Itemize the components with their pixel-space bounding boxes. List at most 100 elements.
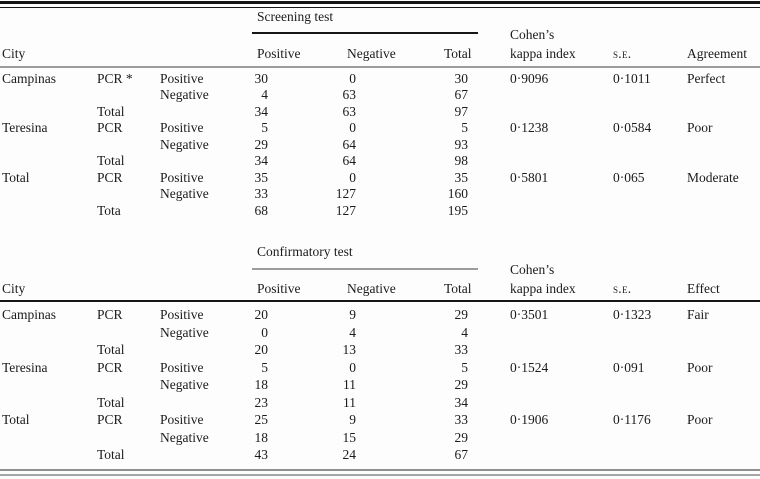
header-se: s.e. bbox=[613, 281, 632, 296]
cell-se: 0·091 bbox=[613, 359, 645, 375]
header-kappa-line2: kappa index bbox=[510, 281, 576, 296]
cell-method: PCR bbox=[97, 412, 123, 427]
cell-total: 33 bbox=[454, 342, 469, 357]
group-header-screening: Screening test bbox=[257, 9, 334, 24]
cell-row-label: Positive bbox=[160, 71, 204, 86]
cell-city: Campinas bbox=[2, 307, 56, 322]
cell-city: Total bbox=[2, 169, 30, 185]
cell-positive: 18 bbox=[254, 377, 269, 392]
cell-se: 0·0584 bbox=[613, 120, 652, 136]
cell-kappa: 0·9096 bbox=[510, 71, 549, 86]
cell-city: Teresina bbox=[2, 120, 48, 136]
cell-negative: 11 bbox=[343, 394, 356, 410]
table-row: Tota 68 127 195 bbox=[0, 203, 760, 219]
cell-positive: 20 bbox=[254, 342, 269, 357]
cell-negative: 9 bbox=[349, 412, 356, 427]
cell-agreement: Moderate bbox=[687, 169, 739, 185]
cell-total: 29 bbox=[454, 307, 469, 322]
cell-effect: Poor bbox=[687, 359, 713, 375]
header-city: City bbox=[2, 281, 26, 296]
cell-positive: 68 bbox=[254, 202, 269, 218]
header-negative: Negative bbox=[347, 46, 396, 61]
bottom-rule-upper bbox=[0, 469, 760, 471]
cell-se: 0·1323 bbox=[613, 307, 652, 322]
cell-total: 195 bbox=[447, 202, 468, 218]
cell-agreement: Perfect bbox=[687, 71, 726, 86]
cell-positive: 20 bbox=[254, 307, 269, 322]
cell-total: 67 bbox=[454, 87, 469, 103]
cell-city: Total bbox=[2, 412, 30, 427]
cell-negative: 127 bbox=[335, 202, 356, 218]
cell-total: 34 bbox=[454, 394, 469, 410]
table-row: Negative 29 64 93 bbox=[0, 137, 760, 153]
header-positive: Positive bbox=[257, 46, 301, 61]
cell-total: 30 bbox=[454, 71, 469, 86]
screening-rows: Campinas PCR * Positive 30 0 30 0·9096 0·1011 Pe… bbox=[0, 71, 760, 219]
cell-kappa: 0·1238 bbox=[510, 120, 549, 136]
cell-method: Total bbox=[97, 342, 125, 357]
table-row: Campinas PCR * Positive 30 0 30 0·9096 0·1011 Pe… bbox=[0, 71, 760, 87]
cell-row-label: Positive bbox=[160, 307, 204, 322]
cell-positive: 18 bbox=[254, 429, 269, 445]
confirmatory-header-rule bbox=[0, 300, 760, 302]
cell-method: PCR bbox=[97, 169, 123, 185]
cell-total: 4 bbox=[461, 324, 468, 340]
cell-total: 5 bbox=[461, 120, 468, 136]
cell-negative: 63 bbox=[342, 103, 357, 119]
table-row: Total 43 24 67 bbox=[0, 446, 760, 464]
cell-negative: 13 bbox=[342, 342, 357, 357]
group-header-confirmatory: Confirmatory test bbox=[257, 244, 353, 259]
cell-effect: Poor bbox=[687, 412, 713, 427]
cell-city: Teresina bbox=[2, 359, 48, 375]
cell-positive: 30 bbox=[254, 71, 269, 86]
cell-positive: 33 bbox=[254, 186, 269, 202]
bottom-rule-lower bbox=[0, 474, 760, 476]
cell-positive: 23 bbox=[254, 394, 269, 410]
cell-total: 67 bbox=[454, 447, 469, 462]
cell-row-label: Negative bbox=[160, 429, 209, 445]
cell-positive: 4 bbox=[261, 87, 268, 103]
cell-negative: 0 bbox=[349, 169, 356, 185]
cell-se: 0·1176 bbox=[613, 412, 651, 427]
header-kappa-line1: Cohen’s bbox=[510, 27, 555, 42]
cell-positive: 29 bbox=[254, 136, 269, 152]
cell-negative: 0 bbox=[349, 120, 356, 136]
cell-negative: 64 bbox=[342, 136, 357, 152]
table-row: Negative 33 127 160 bbox=[0, 186, 760, 202]
confirmatory-group-underline bbox=[252, 268, 478, 270]
cell-kappa: 0·3501 bbox=[510, 307, 549, 322]
cell-total: 160 bbox=[447, 186, 468, 202]
cell-method: Total bbox=[97, 394, 125, 410]
cell-total: 98 bbox=[454, 153, 469, 169]
header-agreement: Agreement bbox=[687, 46, 747, 61]
cell-negative: 63 bbox=[342, 87, 357, 103]
table-row: Negative 18 15 29 bbox=[0, 429, 760, 447]
cell-negative: 4 bbox=[349, 324, 356, 340]
cell-method: PCR bbox=[97, 307, 123, 322]
cell-positive: 5 bbox=[261, 120, 268, 136]
cell-method: Tota bbox=[97, 202, 121, 218]
top-rule-thick bbox=[0, 1, 760, 4]
cell-kappa: 0·1524 bbox=[510, 359, 549, 375]
cell-method: PCR bbox=[97, 120, 123, 136]
cell-row-label: Negative bbox=[160, 186, 209, 202]
cell-row-label: Negative bbox=[160, 87, 209, 103]
cell-total: 35 bbox=[454, 169, 469, 185]
table-row: Total 34 64 98 bbox=[0, 153, 760, 169]
header-negative: Negative bbox=[347, 281, 396, 296]
table-row: Total PCR Positive 25 9 33 0·1906 0·1176 Poor bbox=[0, 411, 760, 429]
cell-total: 93 bbox=[454, 136, 469, 152]
cell-agreement: Poor bbox=[687, 120, 713, 136]
header-positive: Positive bbox=[257, 281, 301, 296]
cell-kappa: 0·5801 bbox=[510, 169, 549, 185]
header-total: Total bbox=[444, 281, 472, 296]
cell-kappa: 0·1906 bbox=[510, 412, 549, 427]
cell-positive: 5 bbox=[261, 359, 268, 375]
table-row: Campinas PCR Positive 20 9 29 0·3501 0·1323 Fair bbox=[0, 306, 760, 324]
cell-row-label: Negative bbox=[160, 324, 209, 340]
cell-row-label: Negative bbox=[160, 377, 209, 392]
cell-effect: Fair bbox=[687, 307, 709, 322]
cell-method: Total bbox=[97, 103, 125, 119]
cell-positive: 43 bbox=[254, 447, 269, 462]
header-se: s.e. bbox=[613, 46, 632, 61]
